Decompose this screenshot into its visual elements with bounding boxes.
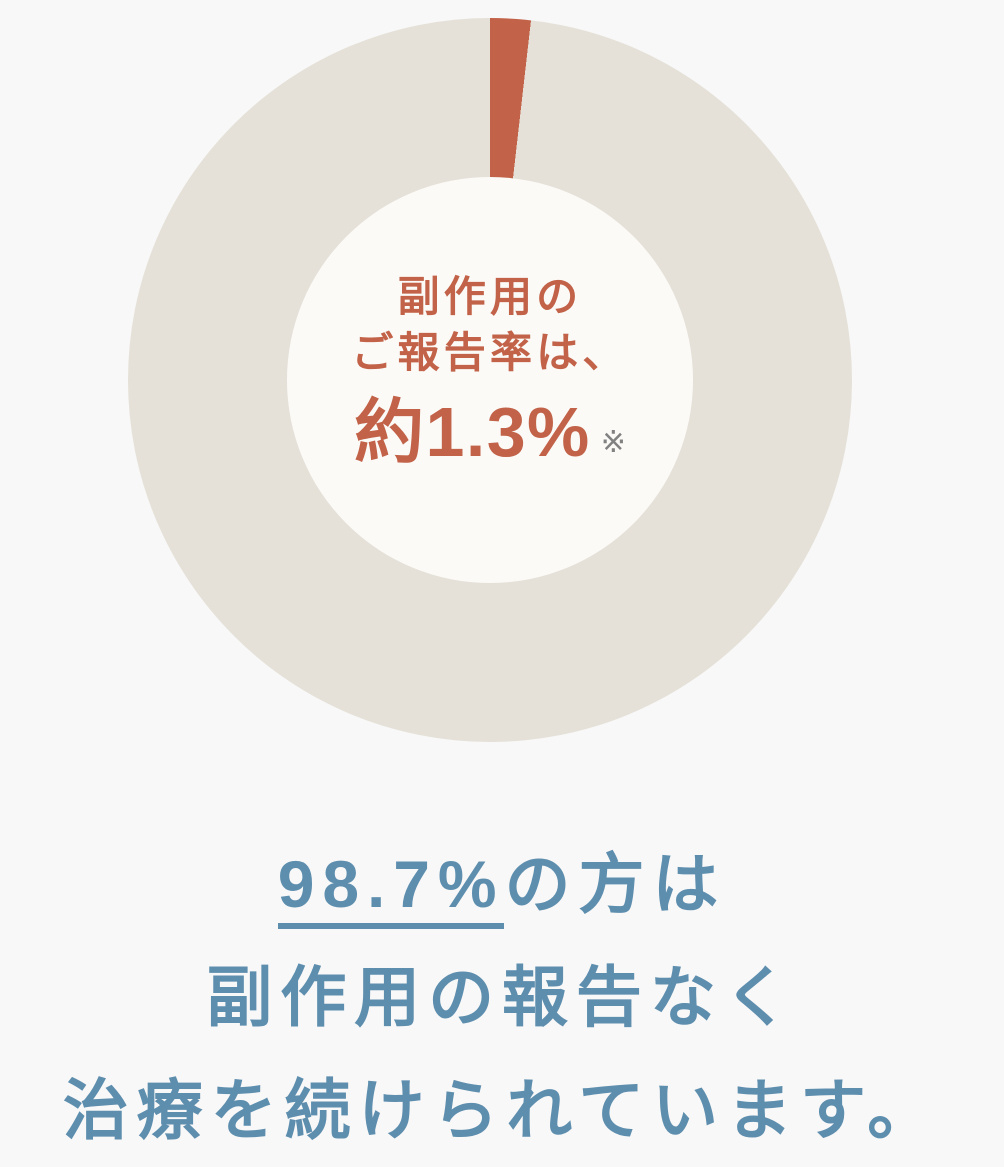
caption-highlight-value: 98.7% (277, 848, 505, 929)
caption-line2: 副作用の報告なく (206, 960, 798, 1034)
donut-hole: 副作用の ご報告率は、 約1.3% ※ (287, 177, 693, 583)
donut-center-label: 副作用の ご報告率は、 約1.3% ※ (351, 269, 628, 468)
caption-line3: 治療を続けられています。 (62, 1073, 942, 1147)
center-value-text: 約1.3% (354, 393, 591, 472)
center-label-line1: 副作用の (397, 272, 583, 320)
center-label-value: 約1.3% ※ (351, 397, 628, 467)
reference-mark-icon: ※ (600, 426, 626, 460)
caption: 98.7%の方は 副作用の報告なく 治療を続けられています。 (0, 828, 1004, 1167)
center-label-line2: ご報告率は、 (351, 329, 629, 376)
donut-chart: 副作用の ご報告率は、 約1.3% ※ (128, 18, 852, 742)
caption-line1: 98.7%の方は (0, 828, 1004, 941)
caption-line1-rest: の方は (504, 847, 727, 921)
